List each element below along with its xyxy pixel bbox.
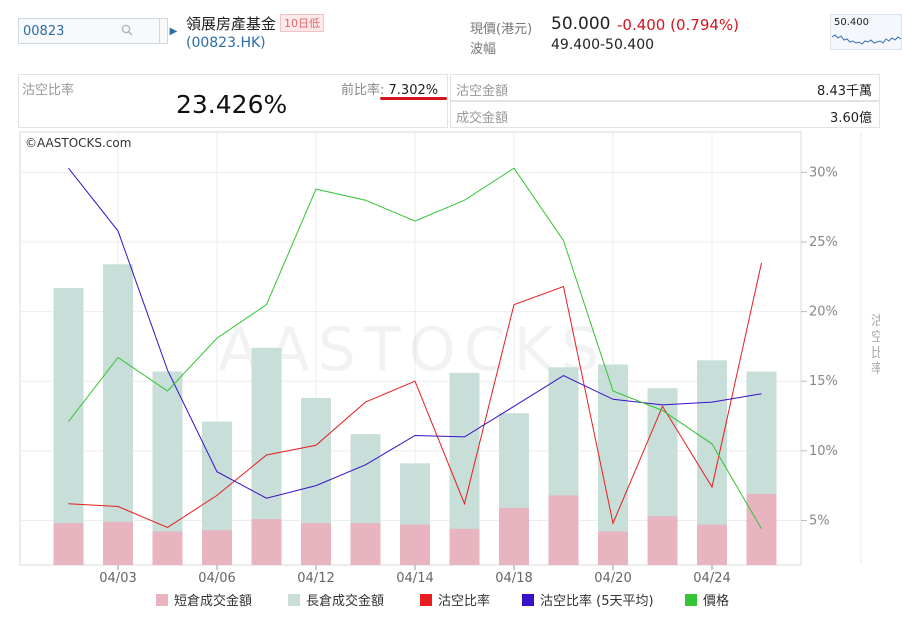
legend-label: 短倉成交金額 [174, 593, 252, 609]
y-tick-label: 30% [809, 165, 838, 180]
y-axis-label-char: 比 [871, 346, 880, 361]
short-ratio-panel [18, 74, 448, 128]
play-icon: ▶ [169, 25, 178, 37]
stock-name-text: 領展房產基金 [186, 15, 277, 33]
price-label: 現價(港元) [470, 22, 533, 37]
y-tick-label: 15% [809, 374, 838, 389]
stock-name: 領展房產基金 10日低 [186, 13, 325, 34]
short-amount-label: 沽空金額 [456, 84, 509, 99]
y-axis-label-char: 沽 [871, 314, 880, 329]
short-selling-chart: 5% 10% 15% 20% 25% 30% 04/03 04/06 04/12 04/14 04/… [18, 130, 884, 620]
x-tick-label: 04/12 [297, 571, 334, 586]
bar-short-position [548, 495, 579, 565]
bar-long-position [53, 287, 84, 565]
y-axis-label-char: 空 [871, 330, 880, 345]
short-ratio-value: 23.426% [176, 90, 288, 119]
bar-short-position [251, 519, 282, 565]
bar-short-position [202, 530, 232, 565]
bar-short-position [103, 521, 133, 565]
legend-label: 長倉成交金額 [306, 593, 384, 609]
legend-swatch [420, 594, 432, 606]
x-tick-label: 04/18 [495, 571, 532, 586]
legend-swatch [685, 594, 697, 606]
y-tick-label: 10% [809, 444, 838, 459]
bar-short-position [647, 516, 678, 565]
x-tick-label: 04/24 [693, 571, 730, 586]
x-tick-label: 04/14 [396, 571, 433, 586]
chart-copyright: ©AASTOCKS.com [25, 136, 131, 150]
bar-short-position [499, 507, 529, 565]
y-tick-label: 5% [809, 513, 830, 528]
legend-swatch [156, 594, 168, 606]
legend-swatch [288, 594, 300, 606]
stock-code-link[interactable]: (00823.HK) [186, 35, 266, 51]
y-tick-label: 20% [809, 305, 838, 320]
range-label: 波幅 [470, 42, 497, 57]
legend-label: 價格 [703, 593, 729, 609]
line-short-ratio [68, 262, 762, 528]
stock-search-box: ▶ [18, 18, 177, 44]
previous-ratio: 前比率: 7.302% [341, 79, 438, 98]
line-price [68, 167, 762, 530]
day-range: 49.400-50.400 [551, 37, 655, 53]
sparkline-high-label: 50.400 [834, 17, 869, 28]
stock-search-input[interactable] [19, 19, 139, 43]
turnover-value: 3.60億 [830, 111, 872, 126]
legend-label: 沽空比率 [438, 593, 490, 609]
chart-svg: 5% 10% 15% 20% 25% 30% 04/03 04/06 04/12 04/14 04/… [19, 131, 884, 609]
previous-ratio-value: 7.302% [388, 83, 439, 98]
turnover-row [450, 101, 880, 128]
bar-short-position [400, 524, 430, 565]
previous-ratio-underline [380, 97, 447, 100]
x-tick-label: 04/20 [594, 571, 631, 586]
bar-short-position [301, 523, 331, 565]
bar-long-position [103, 264, 133, 565]
price-change: -0.400 (0.794%) [617, 16, 740, 34]
sparkline-chart [831, 34, 901, 45]
x-tick-label: 04/03 [99, 571, 136, 586]
short-amount-row [450, 74, 880, 101]
legend-swatch [522, 594, 534, 606]
turnover-label: 成交金額 [456, 111, 509, 126]
legend-label: 沽空比率 (5天平均) [540, 593, 654, 609]
bar-short-position [53, 523, 84, 565]
bar-short-position [598, 531, 628, 565]
short-ratio-title: 沽空比率 [22, 83, 75, 98]
bar-short-position [350, 523, 381, 565]
line-short-ratio-5day-avg [68, 167, 762, 499]
bar-short-position [746, 493, 777, 565]
bar-short-position [697, 524, 727, 565]
bar-short-position [152, 531, 183, 565]
short-amount-value: 8.43千萬 [817, 84, 872, 99]
go-button[interactable]: ▶ [159, 19, 187, 43]
bar-short-position [449, 528, 480, 565]
chart-watermark: AASTOCKS [218, 315, 607, 385]
intraday-sparkline[interactable]: 50.400 [830, 14, 902, 50]
search-icon[interactable] [121, 24, 133, 36]
previous-ratio-label: 前比率: [341, 83, 385, 98]
y-tick-label: 25% [809, 235, 838, 250]
ten-day-low-badge: 10日低 [280, 14, 325, 32]
current-price: 50.000 [551, 14, 611, 34]
x-tick-label: 04/06 [198, 571, 235, 586]
y-axis-label-char: 率 [871, 361, 880, 377]
